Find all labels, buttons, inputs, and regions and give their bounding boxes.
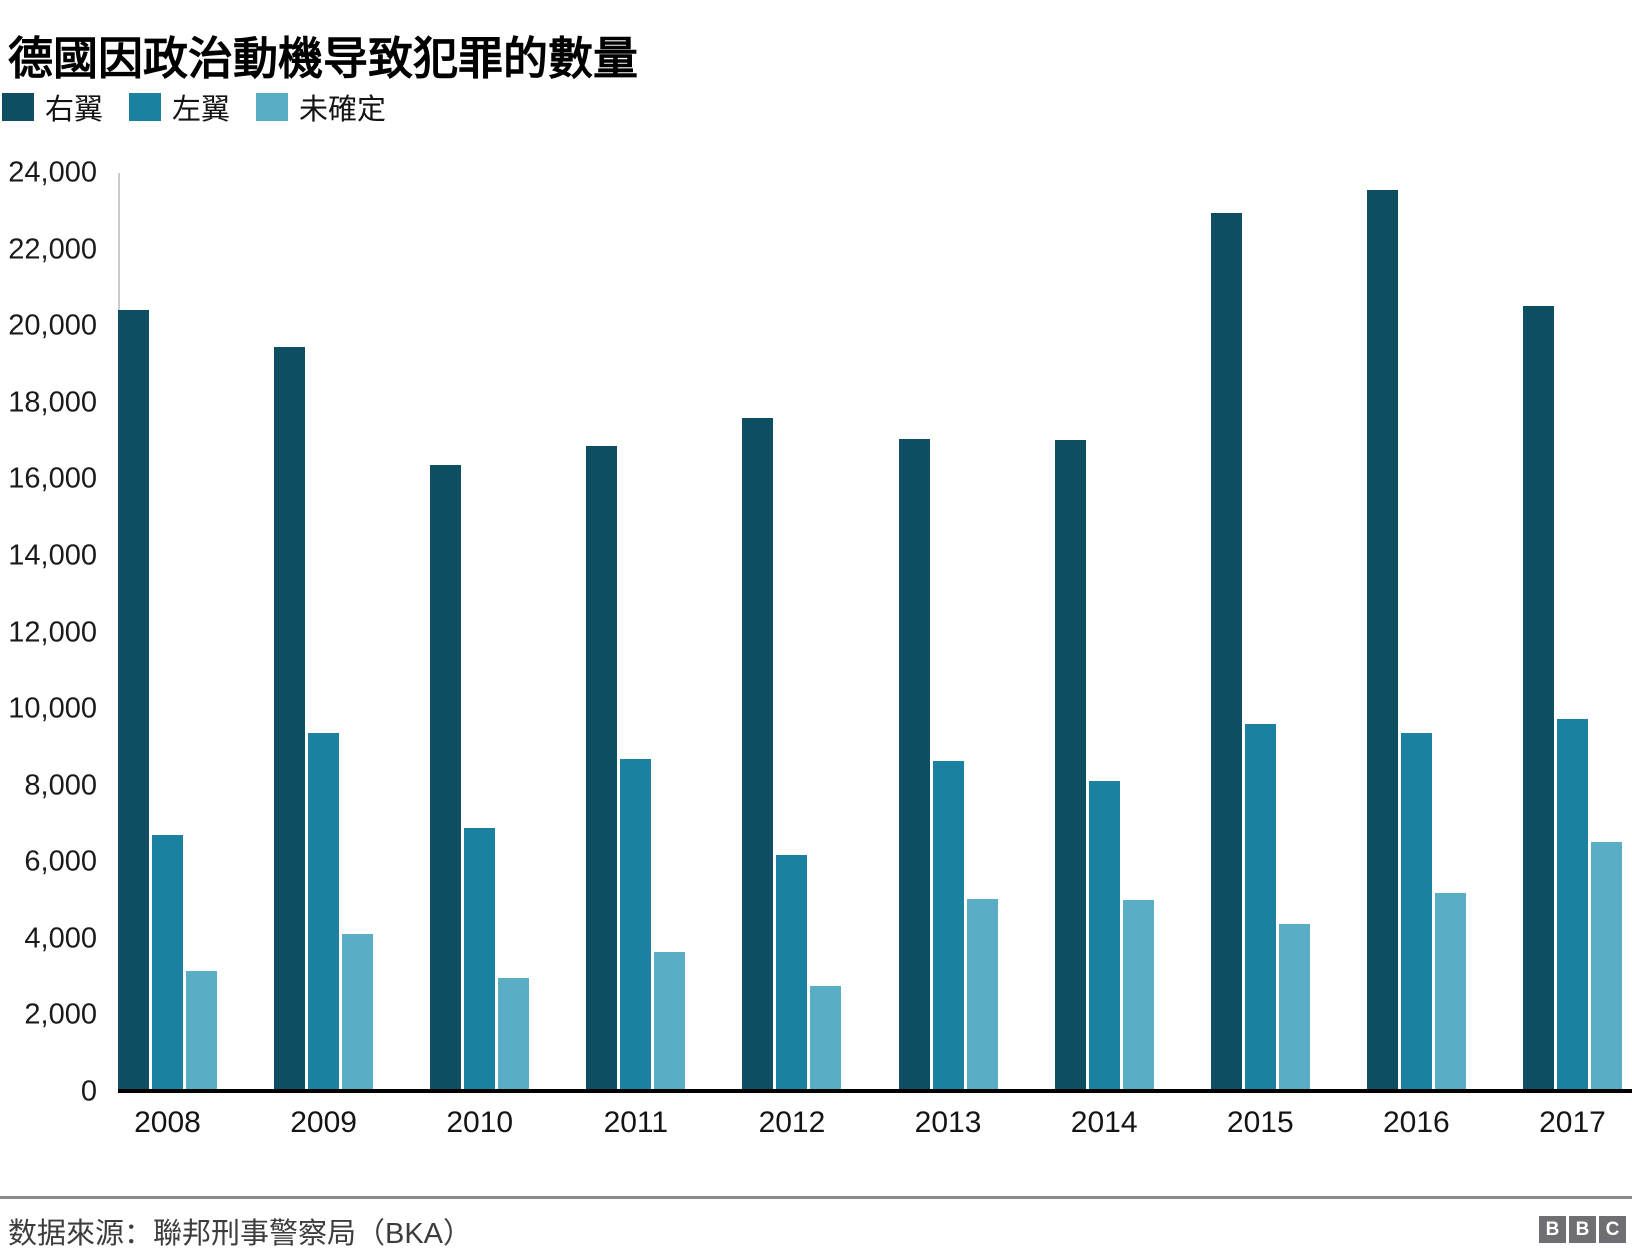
bar-right-wing-2012 xyxy=(742,417,774,1092)
bar-right-wing-2017 xyxy=(1522,306,1554,1092)
bar-right-wing-2008 xyxy=(118,310,149,1092)
legend-swatch-left-wing xyxy=(129,93,162,121)
bar-left-wing-2011 xyxy=(620,759,652,1092)
bar-group-2013 xyxy=(898,173,998,1092)
bar-left-wing-2012 xyxy=(776,854,808,1092)
footer-divider xyxy=(0,1196,1632,1199)
y-axis-tick-label: 4,000 xyxy=(24,922,97,955)
x-axis-year-label: 2015 xyxy=(1226,1106,1294,1139)
y-axis-tick-label: 24,000 xyxy=(8,156,97,189)
x-axis-year-label: 2016 xyxy=(1383,1106,1450,1139)
bar-left-wing-2015 xyxy=(1244,724,1276,1092)
bars-layer xyxy=(118,173,1622,1092)
y-axis-tick-label: 10,000 xyxy=(8,692,97,725)
y-axis-tick-label: 22,000 xyxy=(8,233,97,266)
x-axis-year-label: 2013 xyxy=(914,1106,982,1139)
bar-undetermined-2009 xyxy=(342,934,374,1092)
bar-undetermined-2017 xyxy=(1590,842,1622,1092)
source-note: 数据來源：聯邦刑事警察局（BKA） xyxy=(8,1218,473,1250)
bar-left-wing-2008 xyxy=(152,834,183,1092)
y-axis-tick-label: 0 xyxy=(80,1075,97,1108)
bbc-logo: B B C xyxy=(1536,1216,1626,1243)
bar-group-2011 xyxy=(586,173,686,1092)
bar-group-2009 xyxy=(274,173,374,1092)
bar-left-wing-2010 xyxy=(464,827,496,1092)
bbc-logo-block: B xyxy=(1569,1216,1596,1243)
x-axis-year-label: 2011 xyxy=(603,1106,669,1139)
bar-right-wing-2014 xyxy=(1054,440,1086,1092)
bar-group-2012 xyxy=(742,173,842,1092)
bar-group-2010 xyxy=(430,173,530,1092)
bar-undetermined-2011 xyxy=(654,952,686,1092)
y-axis-tick-label: 18,000 xyxy=(8,386,97,419)
bbc-logo-block: C xyxy=(1599,1216,1626,1243)
bar-undetermined-2012 xyxy=(810,986,842,1092)
bar-undetermined-2013 xyxy=(966,898,998,1092)
legend-item-undetermined: 未確定 xyxy=(256,86,386,128)
bar-group-2017 xyxy=(1522,173,1622,1092)
x-axis-year-label: 2010 xyxy=(446,1106,514,1139)
bar-undetermined-2008 xyxy=(186,970,217,1092)
bar-group-2016 xyxy=(1366,173,1466,1092)
bar-right-wing-2011 xyxy=(586,445,618,1092)
bar-right-wing-2009 xyxy=(274,346,306,1092)
bbc-logo-block: B xyxy=(1539,1216,1566,1243)
legend-item-left-wing: 左翼 xyxy=(129,86,230,128)
x-axis-year-label: 2012 xyxy=(758,1106,826,1139)
y-axis-tick-label: 12,000 xyxy=(8,616,97,648)
legend-label-left-wing: 左翼 xyxy=(172,94,231,126)
bar-left-wing-2009 xyxy=(308,733,340,1092)
bar-left-wing-2014 xyxy=(1088,781,1120,1092)
bar-group-2014 xyxy=(1054,173,1154,1092)
legend-swatch-right-wing xyxy=(2,93,34,121)
y-axis-tick-label: 14,000 xyxy=(8,539,97,572)
x-axis-year-label: 2009 xyxy=(290,1106,357,1139)
legend-item-right-wing: 右翼 xyxy=(2,86,103,128)
legend-label-right-wing: 右翼 xyxy=(45,94,104,126)
bar-right-wing-2013 xyxy=(898,439,930,1092)
x-axis-year-label: 2008 xyxy=(134,1106,201,1139)
bar-left-wing-2017 xyxy=(1556,718,1588,1092)
y-axis-tick-label: 6,000 xyxy=(24,845,97,878)
legend: 右翼 左翼 未確定 xyxy=(2,86,412,128)
legend-label-undetermined: 未確定 xyxy=(299,94,387,126)
bar-undetermined-2015 xyxy=(1278,923,1310,1092)
bar-undetermined-2016 xyxy=(1434,892,1466,1092)
bar-group-2008 xyxy=(118,173,217,1092)
y-axis-tick-label: 20,000 xyxy=(8,309,97,342)
bar-undetermined-2010 xyxy=(498,978,530,1092)
bar-left-wing-2013 xyxy=(932,761,964,1092)
bar-right-wing-2016 xyxy=(1366,190,1398,1092)
x-axis-line xyxy=(118,1089,1632,1093)
bar-undetermined-2014 xyxy=(1122,900,1154,1092)
bar-right-wing-2010 xyxy=(430,465,462,1092)
legend-swatch-undetermined xyxy=(256,93,289,121)
y-axis-tick-label: 16,000 xyxy=(8,462,97,495)
y-axis-tick-label: 8,000 xyxy=(24,769,97,802)
y-axis-tick-label: 2,000 xyxy=(24,998,97,1031)
x-axis-year-label: 2017 xyxy=(1539,1106,1606,1139)
bar-left-wing-2016 xyxy=(1400,732,1432,1092)
chart-title: 德國因政治動機导致犯罪的數量 xyxy=(8,33,639,85)
x-axis-year-label: 2014 xyxy=(1070,1106,1138,1139)
bar-right-wing-2015 xyxy=(1210,212,1242,1092)
bar-group-2015 xyxy=(1210,173,1310,1092)
